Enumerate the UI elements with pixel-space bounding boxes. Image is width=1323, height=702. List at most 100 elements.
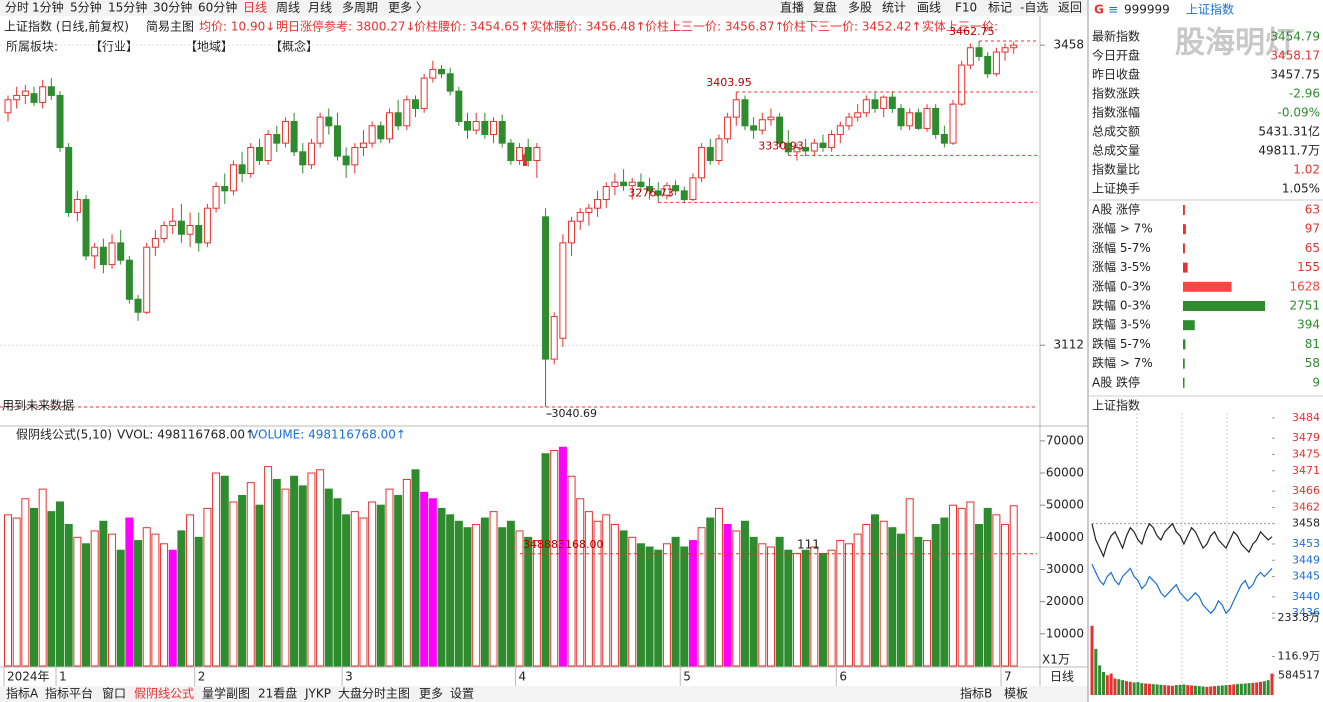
candle-body — [186, 225, 194, 235]
intraday-volume — [1262, 681, 1266, 695]
period-tab[interactable]: 5分钟 — [70, 0, 102, 15]
footer-tab[interactable]: 指标B — [960, 686, 992, 701]
footer-tab[interactable]: JYKP — [304, 687, 331, 701]
period-tab[interactable]: 分时 — [5, 1, 29, 15]
info-item: 明日涨停参考: 3800.27↓ — [276, 19, 416, 34]
volume-bar — [662, 543, 671, 667]
simple-chart[interactable]: 简易主图 — [146, 20, 194, 34]
tool-button[interactable]: 返回 — [1058, 1, 1082, 15]
intraday-volume — [1155, 684, 1159, 695]
candle-body — [828, 133, 836, 148]
y-tick-label: 3475 — [1292, 447, 1320, 460]
volume-bar — [732, 530, 741, 667]
volume-bar — [923, 540, 932, 667]
y-tick-label: 3458 — [1292, 517, 1320, 530]
candle-body — [724, 116, 732, 140]
breadth-label: 涨幅 5-7% — [1092, 240, 1151, 255]
candle-body — [680, 190, 688, 201]
tool-button[interactable]: -自选 — [1020, 1, 1048, 15]
period-tab[interactable]: 周线 — [276, 1, 300, 15]
intraday-volume — [1239, 683, 1243, 695]
candle-body — [542, 216, 550, 360]
footer-tab[interactable]: 指标A — [6, 686, 39, 701]
candle-body — [30, 93, 38, 103]
flag: G — [1094, 3, 1104, 17]
tool-button[interactable]: 直播 — [780, 1, 804, 15]
tool-button[interactable]: 多股 — [848, 1, 872, 15]
candle-body — [932, 107, 940, 135]
candle-body — [56, 94, 64, 148]
intraday-volume — [1144, 683, 1148, 695]
level-label: 3403.95 — [706, 76, 752, 89]
intraday-volume — [1186, 685, 1190, 695]
period-tab[interactable]: 更多 〉 — [388, 1, 428, 15]
candle-body — [359, 142, 367, 148]
candle-body — [533, 146, 541, 161]
volume-bar — [827, 549, 836, 667]
footer-tab[interactable]: 指标平台 — [45, 686, 93, 701]
period-tab[interactable]: 1分钟 — [32, 0, 64, 15]
info-item: 价柱下三一价: 3452.42↑ — [782, 19, 922, 34]
intraday-volume — [1190, 685, 1194, 695]
sector-tag[interactable]: 【地域】 — [185, 40, 233, 54]
volume-bar — [810, 546, 819, 667]
footer-tab[interactable]: 设置 — [450, 687, 474, 701]
volume-bar — [99, 520, 108, 667]
volume-bar — [940, 517, 949, 667]
tool-button[interactable]: 复盘 — [813, 0, 837, 15]
tool-button[interactable]: 画线 — [917, 1, 941, 15]
footer-tab[interactable]: 模板 — [1004, 687, 1028, 701]
quote-label: 最新指数 — [1092, 29, 1140, 44]
candle-body — [862, 99, 870, 114]
candle-body — [307, 142, 315, 166]
volume-bar — [108, 533, 117, 667]
footer-tab[interactable]: 更多 — [419, 687, 443, 701]
volume-bar — [125, 517, 134, 667]
volume-bar — [853, 533, 862, 667]
volume-bar — [480, 517, 489, 667]
intraday-volume — [1094, 648, 1098, 695]
candle-body — [342, 155, 350, 166]
candle-body — [628, 181, 636, 187]
tool-button[interactable]: 统计 — [882, 1, 906, 15]
candle-body — [160, 225, 168, 240]
candle-body — [472, 120, 480, 131]
candle-body — [203, 207, 211, 244]
quote-label: 今日开盘 — [1092, 48, 1140, 63]
volume-bar — [454, 520, 463, 667]
footer-tab[interactable]: 大盘分时主图 — [338, 686, 410, 701]
period-tab[interactable]: 60分钟 — [198, 0, 237, 15]
footer-tab[interactable]: 21看盘 — [258, 686, 297, 701]
volume-bar — [671, 536, 680, 667]
tool-button[interactable]: F10 — [955, 1, 977, 15]
candle-body — [299, 151, 307, 166]
footer-tab[interactable]: 量学副图 — [202, 686, 250, 701]
candle-body — [750, 125, 758, 131]
period-tab[interactable]: 30分钟 — [153, 0, 192, 15]
quote-value: 3457.75 — [1270, 68, 1320, 82]
volume-bar — [654, 549, 663, 667]
footer-tab[interactable]: 窗口 — [102, 687, 126, 701]
volume-bar — [194, 536, 203, 667]
volume-bar — [558, 446, 567, 667]
period-tab[interactable]: 月线 — [308, 1, 332, 15]
candle-body — [958, 64, 966, 105]
period-tab[interactable]: 日线 — [243, 1, 267, 15]
sector-tag[interactable]: 【行业】 — [90, 40, 138, 54]
volume-bar — [30, 507, 39, 667]
intraday-volume — [1259, 681, 1263, 695]
candle-body — [706, 146, 714, 161]
period-tab[interactable]: 多周期 — [342, 1, 378, 15]
volume-bar — [446, 514, 455, 667]
candle-body — [568, 220, 576, 244]
sector-tag[interactable]: 【概念】 — [270, 39, 318, 54]
candle-body — [143, 246, 151, 313]
intraday-volume — [1174, 685, 1178, 695]
annotation: 111 — [797, 537, 820, 551]
breadth-label: 跌幅 > 7% — [1092, 355, 1153, 370]
tool-button[interactable]: 标记 — [988, 1, 1012, 15]
candle-body — [229, 164, 237, 192]
footer-tab[interactable]: 假阴线公式 — [134, 687, 194, 701]
period-tab[interactable]: 15分钟 — [108, 0, 147, 15]
candle-body — [689, 177, 697, 201]
